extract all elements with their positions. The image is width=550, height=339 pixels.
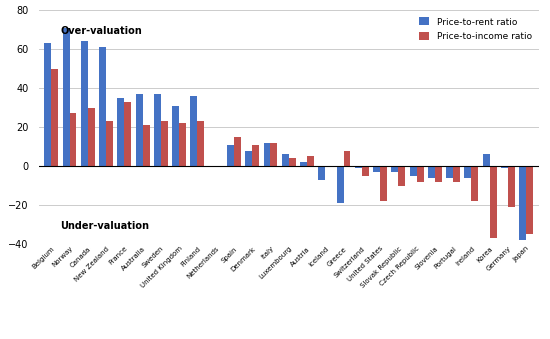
Bar [398, 166, 405, 186]
Text: Over-valuation: Over-valuation [60, 26, 142, 36]
Bar [63, 28, 69, 166]
Bar [179, 123, 186, 166]
Bar [471, 166, 478, 201]
Bar [69, 114, 76, 166]
Bar [446, 166, 453, 178]
Bar [355, 166, 362, 168]
Bar [197, 121, 205, 166]
Bar [416, 166, 424, 182]
Bar [526, 166, 533, 234]
Bar [190, 96, 197, 166]
Bar [380, 166, 387, 201]
Bar [234, 137, 241, 166]
Bar [99, 47, 106, 166]
Bar [464, 166, 471, 178]
Bar [161, 121, 168, 166]
Bar [508, 166, 515, 207]
Bar [318, 166, 325, 180]
Bar [106, 121, 113, 166]
Bar [344, 151, 350, 166]
Bar [410, 166, 416, 176]
Bar [51, 69, 58, 166]
Bar [172, 106, 179, 166]
Bar [392, 166, 398, 172]
Bar [289, 158, 296, 166]
Bar [136, 94, 142, 166]
Bar [252, 145, 259, 166]
Bar [142, 125, 150, 166]
Bar [307, 156, 314, 166]
Bar [282, 155, 289, 166]
Bar [362, 166, 369, 176]
Bar [117, 98, 124, 166]
Bar [88, 108, 95, 166]
Text: Under-valuation: Under-valuation [60, 221, 150, 231]
Bar [490, 166, 497, 238]
Bar [453, 166, 460, 182]
Bar [271, 143, 277, 166]
Bar [300, 162, 307, 166]
Bar [263, 143, 271, 166]
Bar [483, 155, 490, 166]
Bar [81, 41, 88, 166]
Bar [519, 166, 526, 240]
Legend: Price-to-rent ratio, Price-to-income ratio: Price-to-rent ratio, Price-to-income rat… [416, 15, 535, 44]
Bar [428, 166, 435, 178]
Bar [435, 166, 442, 182]
Bar [245, 151, 252, 166]
Bar [337, 166, 344, 203]
Bar [124, 102, 131, 166]
Bar [154, 94, 161, 166]
Bar [227, 145, 234, 166]
Bar [501, 166, 508, 168]
Bar [45, 43, 51, 166]
Bar [373, 166, 380, 172]
